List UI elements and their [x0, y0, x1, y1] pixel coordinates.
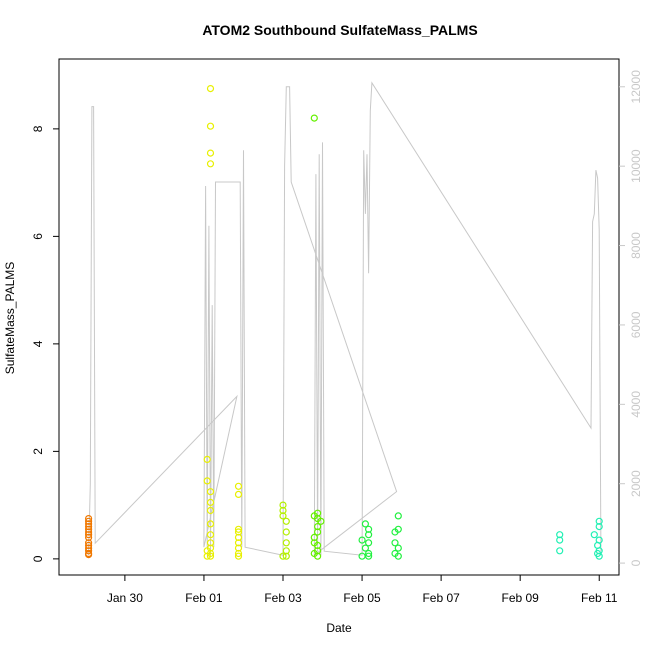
data-point — [84, 547, 93, 555]
y-axis-label: SulfateMass_PALMS — [3, 262, 17, 375]
data-point — [358, 536, 366, 544]
data-point — [314, 541, 322, 550]
data-point — [206, 520, 215, 528]
data-point — [234, 539, 243, 547]
y2-tick-label: 8000 — [629, 232, 643, 259]
data-point — [394, 544, 402, 552]
data-point — [84, 550, 93, 559]
x-tick-label: Jan 30 — [107, 591, 143, 605]
data-point — [203, 477, 211, 485]
x-axis: Jan 30 Feb 01 Feb 03 Feb 05 Feb 07 Feb 09 Feb … — [107, 575, 618, 605]
data-point — [391, 539, 399, 547]
y2-tick-label: 10000 — [629, 149, 643, 183]
data-point — [282, 528, 290, 536]
data-point — [556, 531, 564, 539]
data-point — [361, 544, 369, 552]
data-point — [310, 114, 318, 122]
data-point — [279, 512, 287, 520]
y2-tick-label: 4000 — [629, 391, 643, 418]
data-point — [282, 539, 290, 547]
data-point — [595, 552, 603, 560]
data-point — [394, 552, 402, 560]
data-point — [203, 552, 211, 560]
data-point — [206, 552, 215, 560]
data-point — [84, 520, 93, 528]
data-point — [206, 498, 215, 506]
altitude-layer — [88, 81, 602, 557]
data-point — [234, 549, 243, 558]
altitude-line — [88, 81, 602, 557]
data-point — [556, 547, 564, 555]
data-point — [394, 512, 402, 520]
data-point — [556, 536, 564, 544]
data-point — [590, 531, 598, 539]
data-point — [206, 149, 215, 157]
data-point — [595, 517, 603, 525]
data-point — [206, 531, 215, 539]
data-point — [279, 552, 287, 560]
y-tick-label: 4 — [31, 340, 45, 347]
data-point — [84, 539, 93, 547]
data-point — [206, 488, 215, 496]
data-point — [206, 539, 215, 547]
y2-tick-label: 12000 — [629, 70, 643, 104]
data-point — [314, 509, 322, 517]
data-point — [84, 514, 93, 523]
x-tick-label: Feb 03 — [264, 591, 302, 605]
data-point — [595, 522, 603, 531]
y-tick-label: 0 — [31, 555, 45, 562]
data-point — [365, 531, 373, 539]
data-point — [84, 533, 93, 542]
points-layer — [84, 84, 603, 560]
data-point — [279, 501, 287, 509]
y2-tick-label: 0 — [629, 559, 643, 566]
data-point — [234, 552, 243, 560]
data-point — [365, 552, 373, 560]
data-point — [314, 528, 322, 536]
data-point — [361, 520, 369, 528]
y-tick-label: 6 — [31, 233, 45, 240]
data-point — [206, 84, 215, 93]
data-point — [234, 533, 243, 542]
data-point — [234, 482, 243, 490]
y-tick-label: 2 — [31, 448, 45, 455]
data-point — [203, 455, 211, 463]
data-point — [391, 528, 399, 536]
data-point — [282, 517, 290, 525]
y2-tick-label: 2000 — [629, 470, 643, 497]
y2-tick-label: 6000 — [629, 311, 643, 338]
chart-title: ATOM2 Southbound SulfateMass_PALMS — [202, 22, 477, 38]
plot-frame — [58, 58, 620, 576]
data-point — [84, 517, 93, 525]
x-axis-label: Date — [326, 621, 352, 635]
data-point — [310, 533, 318, 542]
data-point — [206, 160, 215, 168]
x-tick-label: Feb 11 — [581, 591, 618, 605]
data-point — [206, 506, 215, 515]
x-tick-label: Feb 01 — [185, 591, 223, 605]
x-tick-label: Feb 07 — [422, 591, 460, 605]
data-point — [365, 539, 373, 547]
data-point — [365, 549, 373, 558]
data-point — [317, 517, 325, 525]
data-point — [282, 552, 290, 560]
right-y-axis: 0 2000 4000 6000 8000 10000 12000 — [619, 70, 643, 566]
data-point — [234, 490, 243, 498]
data-point — [84, 531, 93, 539]
x-tick-label: Feb 09 — [501, 591, 539, 605]
y-tick-label: 8 — [31, 125, 45, 132]
data-point — [234, 525, 243, 533]
y-axis: 0 2 4 6 8 — [31, 125, 59, 562]
data-point — [206, 122, 215, 130]
x-tick-label: Feb 05 — [343, 591, 381, 605]
data-point — [314, 552, 322, 560]
data-point — [84, 541, 93, 550]
